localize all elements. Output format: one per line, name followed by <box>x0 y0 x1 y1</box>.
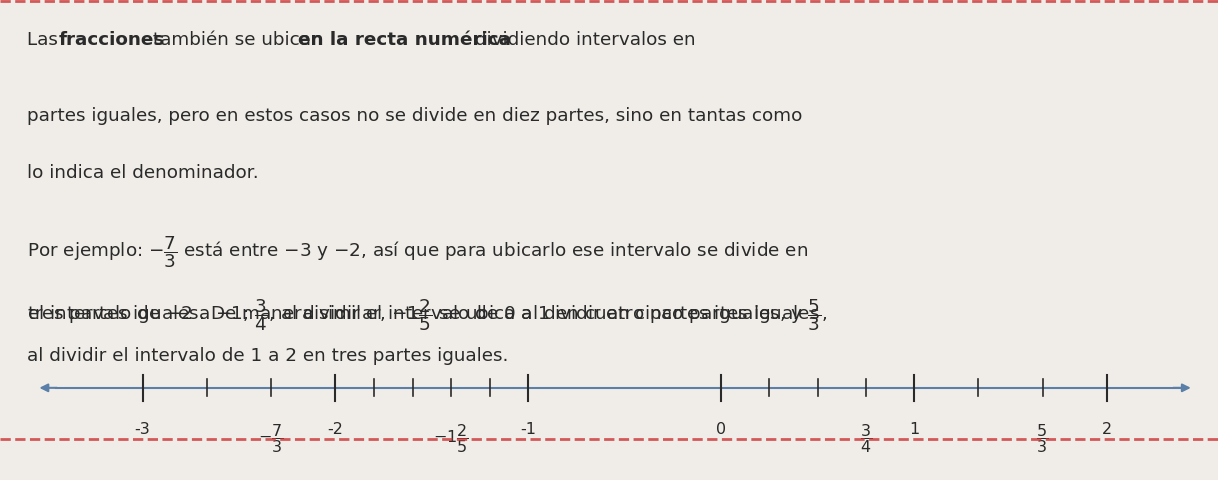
Text: 0: 0 <box>716 421 726 436</box>
Text: también se ubican: también se ubican <box>147 31 329 49</box>
Text: -2: -2 <box>328 421 343 436</box>
Text: en la recta numérica: en la recta numérica <box>298 31 512 49</box>
Text: -1: -1 <box>520 421 536 436</box>
Text: -3: -3 <box>135 421 151 436</box>
Text: $\dfrac{3}{4}$: $\dfrac{3}{4}$ <box>860 421 872 454</box>
Text: $-1\dfrac{2}{5}$: $-1\dfrac{2}{5}$ <box>434 421 469 454</box>
Text: el intervalo de $-2$ a $-1$; $\dfrac{3}{4}$, al dividir el intervalo de $0$ a $1: el intervalo de $-2$ a $-1$; $\dfrac{3}{… <box>27 297 827 332</box>
Text: al dividir el intervalo de 1 a 2 en tres partes iguales.: al dividir el intervalo de 1 a 2 en tres… <box>27 346 508 364</box>
Text: 1: 1 <box>909 421 920 436</box>
Text: tres partes iguales. De manera similar, $-1\dfrac{2}{5}$ se ubica al dividir en : tres partes iguales. De manera similar, … <box>27 297 820 333</box>
Text: fracciones: fracciones <box>58 31 164 49</box>
Text: $-\dfrac{7}{3}$: $-\dfrac{7}{3}$ <box>258 421 284 454</box>
Text: $\dfrac{5}{3}$: $\dfrac{5}{3}$ <box>1037 421 1049 454</box>
Text: dividiendo intervalos en: dividiendo intervalos en <box>469 31 695 49</box>
Text: lo indica el denominador.: lo indica el denominador. <box>27 164 258 182</box>
Text: Por ejemplo: $-\dfrac{7}{3}$ está entre $-3$ y $-2$, así que para ubicarlo ese i: Por ejemplo: $-\dfrac{7}{3}$ está entre … <box>27 233 808 269</box>
Text: partes iguales, pero en estos casos no se divide en diez partes, sino en tantas : partes iguales, pero en estos casos no s… <box>27 107 803 124</box>
Text: Las: Las <box>27 31 63 49</box>
Text: 2: 2 <box>1102 421 1112 436</box>
